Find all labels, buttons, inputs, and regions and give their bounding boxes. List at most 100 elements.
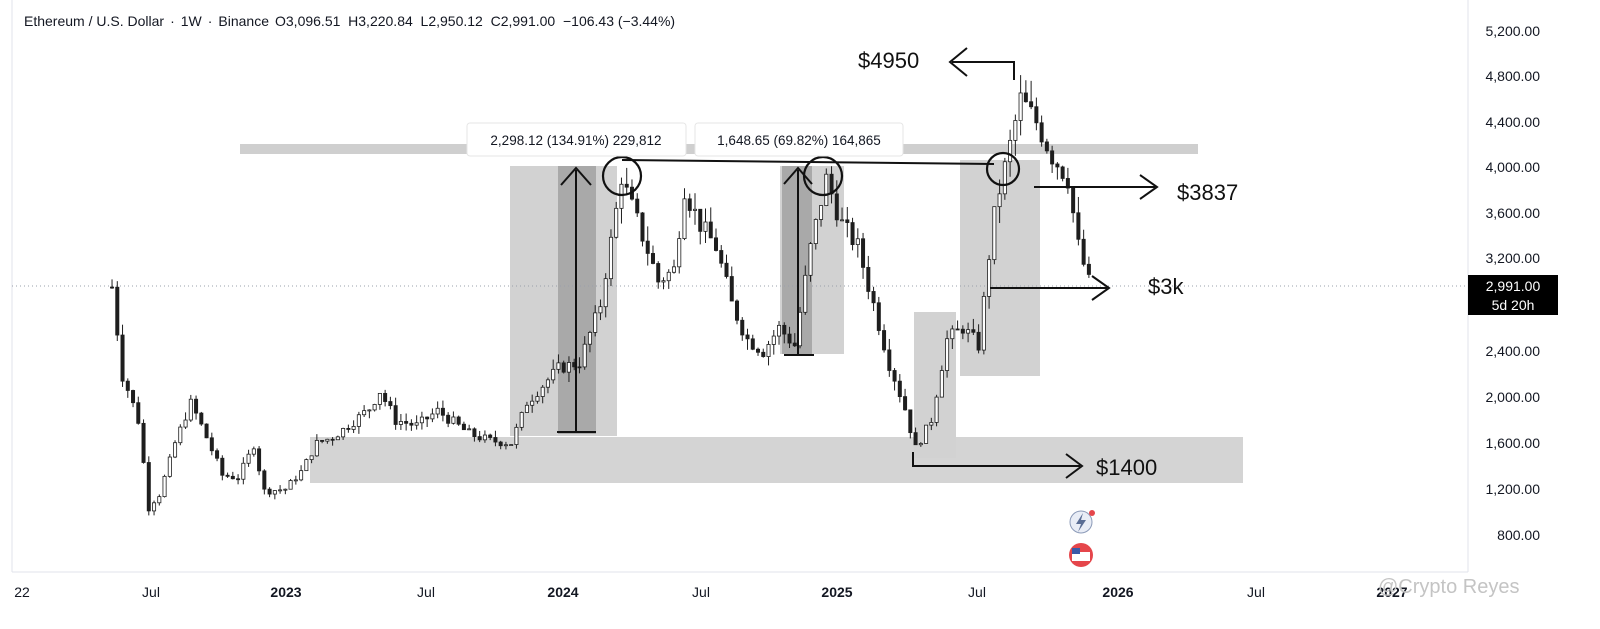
candle-body [498,441,503,447]
candle-body [178,426,183,444]
candle-body [488,434,493,438]
measure-arrow-late-2024-head [783,166,813,185]
candle-body [320,440,325,442]
candle-body [981,295,986,351]
bar-countdown: 5d 20h [1491,297,1535,313]
x-tick-label: Jul [1247,584,1265,600]
candle-body [419,416,424,424]
candle-body [1081,238,1086,265]
candle-body [955,328,960,331]
candle-body [645,240,650,254]
candle-body [225,474,230,477]
lightning-icon[interactable] [1069,510,1095,534]
candle-body [514,426,519,445]
candle-body [356,414,361,427]
candle-body [125,380,130,391]
candle-body [288,480,293,490]
y-tick-label: 5,200.00 [1486,23,1541,39]
target-1400-arrow-head [1065,453,1084,479]
top-circle-3 [985,151,1021,187]
candle-body [766,344,771,357]
candle-body [482,434,487,441]
candle-body [997,193,1002,208]
current-price-tag: 2,991.00 5d 20h [1468,275,1558,315]
candle-body [230,475,235,480]
candle-body [220,457,225,476]
symbol-name[interactable]: Ethereum / U.S. Dollar [24,13,165,29]
candle-body [1002,161,1007,195]
candle-body [1076,212,1081,240]
candle-body [152,502,157,512]
candle-body [677,238,682,268]
candle-body [924,424,929,444]
separator-dot-2: · [207,13,213,29]
candle-body [845,219,850,223]
candle-body [540,386,545,397]
candle-body [1034,106,1039,124]
candle-body [892,370,897,382]
candle-body [435,407,440,415]
candle-body [325,438,330,442]
candle-body [246,453,251,464]
candle-body [120,334,125,382]
candle-body [1086,263,1091,275]
candle-body [351,425,356,430]
candle-body [530,400,535,406]
candle-body [692,208,697,211]
measure-box-2-text: 1,648.65 (69.82%) 164,865 [717,133,881,148]
current-price-value: 2,991.00 [1485,278,1541,294]
candle-body [456,416,461,425]
candle-body [367,409,372,412]
flag-icon[interactable] [1069,543,1093,567]
candle-body [840,219,845,222]
candle-body [608,236,613,280]
candle-body [1055,163,1060,168]
candle-body [855,238,860,245]
candle-body [346,428,351,430]
target-label-1400: $1400 [1096,455,1157,480]
interval-label[interactable]: 1W [180,13,202,29]
candle-body [524,404,529,413]
candle-body [939,370,944,398]
candle-body [803,274,808,313]
candle-body [1023,92,1028,103]
target-3k-arrow-head [1091,275,1111,301]
candle-body [934,396,939,423]
candle-body [461,423,466,431]
y-tick-label: 800.00 [1497,527,1540,543]
candle-body [183,419,188,428]
candle-body [241,462,246,480]
measure-box-2 [694,122,904,157]
target-4950-arrow [952,61,1015,80]
candle-body [824,173,829,207]
candle-body [293,479,298,482]
candle-body [640,212,645,242]
candle-body [272,490,277,495]
candle-body [950,328,955,340]
separator-dot-1: · [170,13,175,29]
x-tick-label: 22 [14,584,30,600]
candle-body [908,409,913,434]
candle-body [330,438,335,441]
x-tick-label: Jul [417,584,435,600]
candle-body [740,319,745,336]
candle-body [173,442,178,458]
candle-body [209,437,214,452]
exchange-label: Binance [218,13,269,29]
candle-body [188,398,193,421]
candle-body [619,183,624,209]
candle-body [945,338,950,371]
candle-body [372,404,377,411]
candle-body [1029,101,1034,108]
candle-body [1071,187,1076,214]
candle-body [913,432,918,446]
candle-body [146,462,151,512]
candle-body [257,448,262,472]
candle-body [819,205,824,220]
candle-body [698,208,703,232]
target-3837-arrow-head [1139,174,1159,200]
target-4950-arrow-head [948,47,968,77]
candle-body [871,291,876,304]
